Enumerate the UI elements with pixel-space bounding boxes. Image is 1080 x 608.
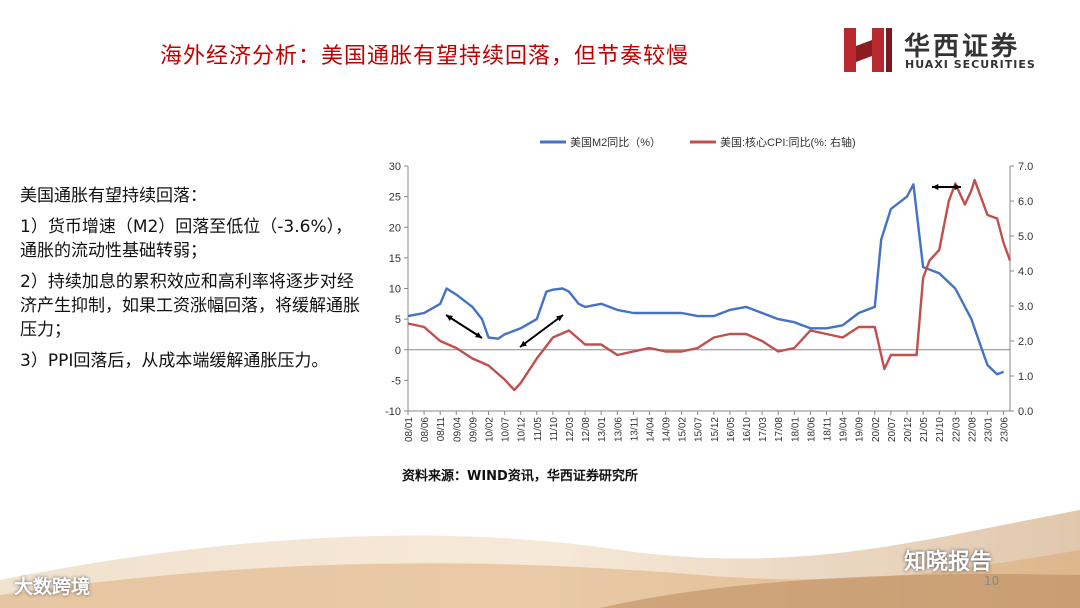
x-tick-label: 11/05	[533, 417, 544, 442]
annotation-arrow-2011-head	[556, 315, 563, 322]
x-tick-label: 12/08	[581, 417, 592, 442]
annotation-arrow-2009-head	[446, 315, 453, 321]
x-tick-label: 10/07	[501, 417, 512, 442]
logo-text-cn: 华西证券	[904, 32, 1021, 62]
x-tick-label: 16/10	[742, 417, 753, 442]
x-tick-label: 20/02	[871, 417, 882, 442]
x-tick-label: 10/02	[484, 417, 495, 442]
x-tick-label: 15/07	[694, 417, 705, 442]
x-tick-label: 16/05	[726, 417, 737, 442]
logo-text-en: HUAXI SECURITIES	[905, 58, 1036, 71]
company-logo: 华西证券 HUAXI SECURITIES	[842, 26, 1052, 74]
bullet-list: 美国通胀有望持续回落： 1）货币增速（M2）回落至低位（-3.6%），通胀的流动…	[20, 184, 365, 380]
watermark-right: 知晓报告	[904, 550, 993, 575]
x-tick-label: 20/07	[887, 417, 898, 442]
x-tick-label: 15/12	[710, 417, 721, 442]
left-tick-label: 20	[389, 222, 401, 234]
left-tick-label: 5	[395, 314, 401, 326]
watermark-left: 大数跨境	[14, 576, 91, 598]
slide-title: 海外经济分析：美国通胀有望持续回落，但节奏较慢	[160, 44, 690, 69]
m2-cpi-line-chart: 30 25 20 15 10 5 0 -5 -10 7.0 6.0 5.0 4.0 3.0 2.0 1.0 0.…	[385, 135, 1033, 442]
right-tick-label: 6.0	[1018, 196, 1033, 208]
x-tick-label: 23/01	[983, 417, 994, 442]
left-tick-label: 30	[389, 161, 401, 173]
right-tick-label: 0.0	[1018, 406, 1033, 418]
bullet-item-2: 2）持续加息的累积效应和高利率将逐步对经济产生抑制，如果工资涨幅回落，将缓解通胀…	[20, 272, 360, 340]
x-tick-label: 13/06	[613, 417, 624, 442]
x-tick-label: 18/01	[790, 417, 801, 442]
x-tick-label: 14/09	[662, 417, 673, 442]
x-tick-label: 20/12	[903, 417, 914, 442]
right-tick-label: 2.0	[1018, 336, 1033, 348]
x-tick-label: 15/02	[678, 417, 689, 442]
bullet-item-1: 1）货币增速（M2）回落至低位（-3.6%），通胀的流动性基础转弱；	[20, 217, 353, 261]
annotation-arrow-2011-head	[520, 340, 527, 347]
x-tick-label: 23/06	[1000, 417, 1011, 442]
huaxi-logo-icon	[844, 28, 892, 72]
annotation-arrow-2021-head	[954, 183, 961, 191]
legend-label: 美国M2同比（%）	[570, 136, 661, 149]
left-tick-label: 0	[395, 345, 401, 357]
bullet-item-3: 3）PPI回落后，从成本端缓解通胀压力。	[20, 351, 329, 371]
annotation-arrow-2009-head	[475, 332, 482, 338]
x-tick-label: 13/01	[597, 417, 608, 442]
left-tick-label: 25	[389, 192, 401, 204]
x-tick-label: 09/04	[452, 417, 463, 442]
right-tick-label: 1.0	[1018, 371, 1033, 383]
page-number: 10	[984, 574, 1000, 588]
right-tick-label: 7.0	[1018, 161, 1033, 173]
annotation-arrow-2011	[519, 314, 564, 348]
x-tick-label: 08/06	[420, 417, 431, 442]
annotation-arrow-2021-head	[932, 183, 939, 191]
x-tick-label: 14/04	[645, 417, 656, 442]
x-tick-label: 21/10	[935, 417, 946, 442]
annotation-arrow-2009	[445, 314, 483, 339]
left-tick-label: -10	[385, 406, 401, 418]
left-tick-label: 15	[389, 253, 401, 265]
x-tick-label: 10/12	[517, 417, 528, 442]
x-tick-label: 18/06	[806, 417, 817, 442]
x-tick-label: 08/11	[436, 417, 447, 442]
right-tick-label: 3.0	[1018, 301, 1033, 313]
x-tick-label: 18/11	[823, 417, 834, 442]
series-line-core-cpi	[407, 178, 1012, 392]
x-tick-label: 17/08	[774, 417, 785, 442]
x-tick-label: 19/04	[839, 417, 850, 442]
series-line-m2	[407, 183, 1005, 376]
legend-label: 美国:核心CPI:同比(%: 右轴)	[720, 135, 856, 149]
bullet-heading: 美国通胀有望持续回落：	[20, 186, 207, 206]
x-tick-label: 12/03	[565, 417, 576, 442]
decorative-wave	[0, 510, 1080, 608]
x-tick-label: 19/09	[855, 417, 866, 442]
x-tick-label: 22/08	[967, 417, 978, 442]
right-tick-label: 4.0	[1018, 266, 1033, 278]
left-tick-label: -5	[391, 375, 401, 387]
source-note: 资料来源：WIND资讯，华西证券研究所	[402, 469, 638, 484]
x-tick-label: 13/11	[629, 417, 640, 442]
x-tick-label: 21/05	[919, 417, 930, 442]
x-tick-label: 22/03	[951, 417, 962, 442]
x-tick-label: 11/10	[549, 417, 560, 442]
x-tick-label: 09/09	[468, 417, 479, 442]
right-tick-label: 5.0	[1018, 231, 1033, 243]
left-tick-label: 10	[389, 284, 401, 296]
x-tick-label: 08/01	[404, 417, 415, 442]
x-tick-label: 17/03	[758, 417, 769, 442]
